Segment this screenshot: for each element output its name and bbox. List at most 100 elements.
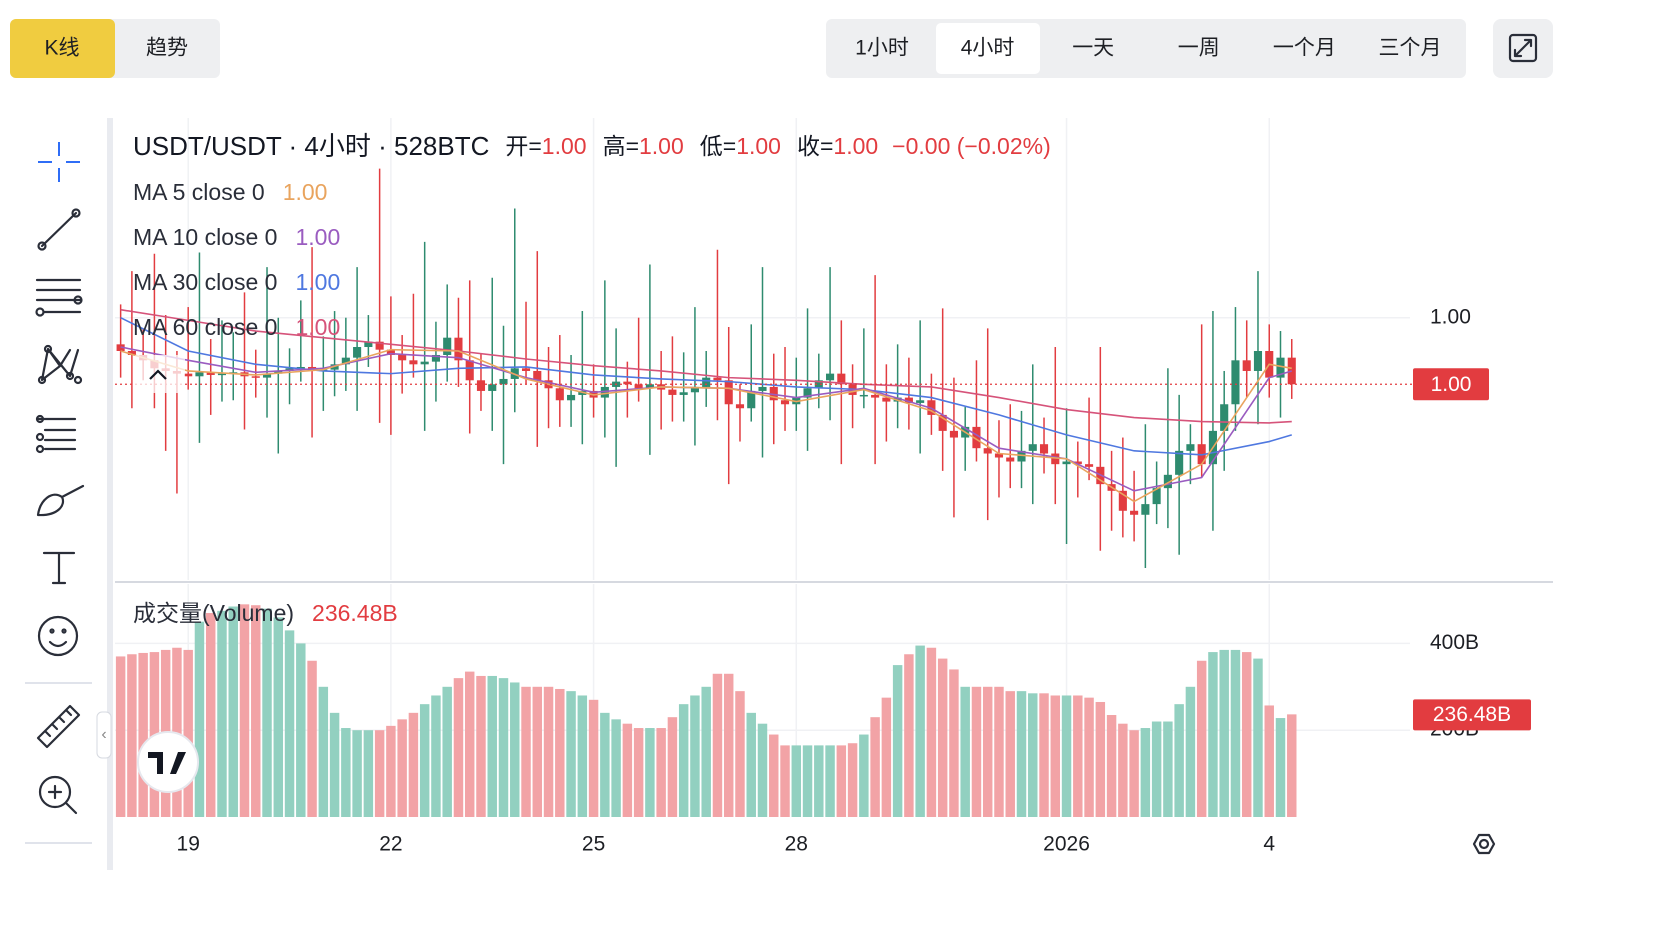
ma-legend: MA 30 close 0 1.00	[133, 269, 340, 295]
volume-bar	[701, 686, 711, 817]
line-tool[interactable]	[37, 208, 81, 251]
volume-bar	[262, 608, 272, 817]
volume-bar	[1287, 714, 1297, 817]
volume-bar	[532, 686, 543, 817]
settings-icon[interactable]	[1472, 833, 1496, 855]
emoji-tool[interactable]	[37, 615, 79, 657]
volume-bar	[228, 606, 238, 817]
candle-body	[262, 373, 272, 378]
candle-body	[600, 386, 609, 398]
interval-tab[interactable]: 一周	[1178, 37, 1220, 60]
zoom-tool[interactable]	[38, 775, 78, 815]
candle-body	[713, 377, 722, 381]
ruler-tool[interactable]	[36, 704, 81, 749]
volume-bar	[588, 699, 599, 817]
volume-bar	[1129, 730, 1139, 817]
interval-tab[interactable]: 一个月	[1273, 37, 1336, 60]
volume-bar	[464, 671, 475, 817]
projection-tool[interactable]	[35, 414, 77, 454]
candle-body	[476, 380, 486, 391]
candle-body	[443, 337, 452, 355]
volume-bar	[881, 697, 892, 817]
candle-body	[1186, 444, 1195, 451]
collapse-legend-icon	[149, 369, 167, 380]
candle-body	[758, 386, 767, 391]
volume-bar	[1185, 686, 1196, 817]
collapse-tab[interactable]	[96, 711, 112, 759]
volume-bar	[1230, 649, 1241, 817]
collapse-legend-button[interactable]	[133, 355, 185, 393]
volume-bar	[746, 712, 756, 817]
y-tick-label: 400B	[1430, 631, 1479, 654]
kline-tab-active[interactable]	[10, 19, 115, 78]
volume-legend: 成交量(Volume) 236.48B	[133, 600, 398, 626]
volume-bar	[273, 617, 284, 817]
interval-tab[interactable]: 三个月	[1379, 37, 1442, 60]
ohlc-name: 开=	[505, 133, 541, 159]
candle-body	[567, 394, 576, 401]
volume-bar	[1016, 691, 1027, 817]
ma-value: 1.00	[295, 314, 340, 340]
volume-bar	[1151, 721, 1162, 817]
candle-body	[465, 360, 474, 381]
volume-bar	[1005, 691, 1015, 817]
volume-bar	[183, 649, 193, 817]
volume-bar	[115, 656, 126, 817]
trend-tab[interactable]: 趋势	[146, 37, 188, 60]
candle-body	[859, 394, 868, 397]
candle-body	[814, 380, 823, 389]
ma-legend: MA 60 close 0 1.00	[133, 314, 340, 340]
candle-body	[1028, 444, 1037, 451]
ohlc-name: 低=	[700, 133, 736, 159]
volume-bar	[994, 686, 1004, 817]
candle-body	[735, 404, 745, 409]
overlay-layer: 1小时4小时一天一周一个月三个月19222528202641.00400B200…	[115, 37, 1531, 856]
ma-name: MA 30 close 0	[133, 269, 277, 295]
volume-bar	[814, 745, 824, 817]
logo-badge[interactable]	[137, 731, 199, 793]
candle-body	[341, 357, 350, 365]
ma-value: 1.00	[295, 269, 340, 295]
candle-body	[826, 373, 835, 381]
text-tool[interactable]	[42, 551, 76, 585]
volume-title: 成交量(Volume)	[133, 600, 294, 626]
candle-body	[668, 389, 677, 395]
ohlc-value: 1.00	[542, 133, 587, 159]
candle-body	[195, 372, 204, 377]
collapse-arrow[interactable]: ‹	[101, 726, 106, 743]
candle-body	[1085, 464, 1094, 467]
volume-bar	[127, 654, 137, 817]
volume-bar	[723, 673, 734, 817]
interval-tab[interactable]: 4小时	[961, 37, 1015, 60]
volume-bar	[307, 660, 317, 817]
volume-bar	[363, 730, 374, 817]
candle-body	[1130, 510, 1139, 515]
candle-body	[803, 388, 812, 398]
crosshair-tool[interactable]	[38, 142, 80, 182]
volume-bar	[1118, 723, 1128, 817]
candle-body	[972, 426, 981, 449]
volume-bar	[960, 686, 970, 817]
x-tick-label: 2026	[1043, 833, 1090, 856]
kline-tab[interactable]: K线	[44, 37, 79, 60]
candle-body	[949, 430, 958, 438]
candle-body	[690, 386, 699, 393]
logo	[148, 752, 186, 774]
volume-bar	[802, 745, 813, 817]
interval-selected[interactable]	[936, 23, 1040, 74]
ma-name: MA 10 close 0	[133, 224, 277, 250]
volume-bar	[949, 669, 959, 817]
candle-body	[1242, 360, 1251, 371]
candle-body	[1163, 474, 1172, 489]
grid-layer	[115, 118, 1410, 817]
volume-bar	[825, 745, 835, 817]
ma-name: MA 60 close 0	[133, 314, 277, 340]
interval-tab[interactable]: 一天	[1072, 37, 1114, 60]
pattern-tool[interactable]	[37, 344, 83, 385]
interval-tab[interactable]: 1小时	[855, 37, 909, 60]
fib-tool[interactable]	[35, 278, 83, 317]
ohlc-name: 收=	[797, 133, 833, 159]
brush-tool[interactable]	[36, 484, 85, 517]
candle-body	[398, 354, 407, 361]
